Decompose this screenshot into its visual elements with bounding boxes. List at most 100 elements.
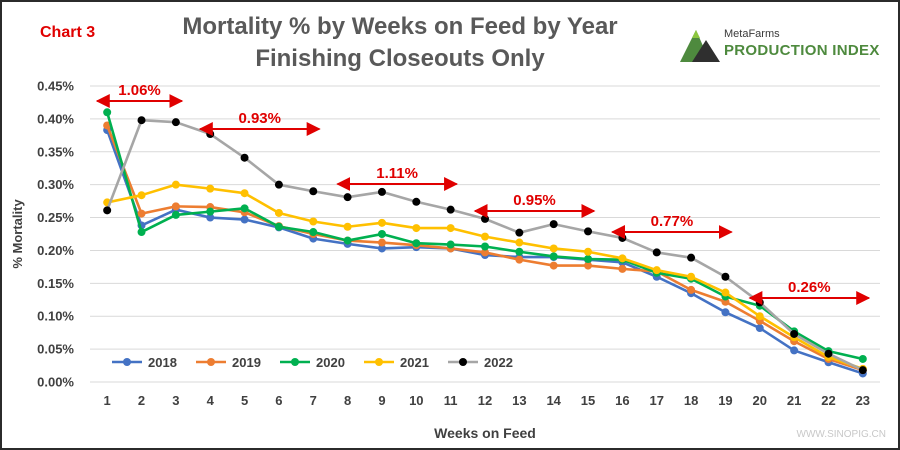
x-tick-label: 12 — [478, 393, 492, 408]
x-tick-label: 2 — [138, 393, 145, 408]
data-point-2020 — [274, 222, 283, 231]
data-point-2019 — [137, 209, 146, 218]
data-point-2022 — [274, 180, 283, 189]
x-tick-label: 20 — [753, 393, 767, 408]
x-tick-label: 8 — [344, 393, 351, 408]
data-point-2022 — [515, 228, 524, 237]
x-tick-label: 9 — [378, 393, 385, 408]
x-tick-label: 16 — [615, 393, 629, 408]
data-point-2020 — [412, 239, 421, 248]
data-point-2019 — [584, 261, 593, 270]
data-point-2018 — [206, 213, 215, 222]
legend-label-2022: 2022 — [484, 355, 513, 370]
series-line-2021 — [106, 183, 864, 371]
annotation-label: 0.95% — [513, 192, 556, 209]
data-point-2022 — [171, 118, 180, 127]
data-point-2021 — [343, 222, 352, 231]
x-tick-label: 22 — [821, 393, 835, 408]
data-point-2021 — [755, 312, 764, 321]
y-tick-label: 0.30% — [37, 177, 74, 192]
data-point-2022 — [240, 153, 249, 162]
data-point-2019 — [377, 238, 386, 247]
chart-number-label: Chart 3 — [40, 24, 96, 41]
legend-label-2019: 2019 — [232, 355, 261, 370]
data-point-2022 — [549, 220, 558, 229]
data-point-2022 — [412, 197, 421, 206]
y-tick-label: 0.20% — [37, 243, 74, 258]
data-point-2019 — [481, 248, 489, 257]
data-point-2021 — [721, 288, 730, 297]
x-tick-label: 11 — [444, 393, 458, 408]
logo-top-text: MetaFarms — [724, 28, 780, 40]
metafarms-logo: MetaFarms PRODUCTION INDEX — [678, 22, 888, 70]
data-point-2019 — [549, 261, 558, 270]
data-point-2020 — [515, 247, 524, 256]
data-point-2021 — [481, 232, 489, 241]
data-point-2022 — [584, 227, 593, 236]
legend-label-2020: 2020 — [316, 355, 345, 370]
annotation-label: 0.77% — [651, 213, 694, 230]
data-point-2018 — [721, 308, 730, 317]
data-point-2021 — [515, 238, 524, 247]
x-tick-label: 14 — [546, 393, 561, 408]
data-point-2019 — [687, 285, 696, 294]
data-point-2019 — [171, 202, 180, 211]
logo-bottom-text: PRODUCTION INDEX — [724, 42, 880, 59]
data-point-2021 — [549, 244, 558, 253]
legend-label-2018: 2018 — [148, 355, 177, 370]
legend-marker-2018 — [123, 358, 131, 366]
y-tick-label: 0.35% — [37, 144, 74, 159]
data-point-2022 — [377, 187, 386, 196]
y-tick-label: 0.15% — [37, 276, 74, 291]
x-tick-label: 7 — [310, 393, 317, 408]
data-point-2022 — [858, 366, 867, 375]
mountain-logo-icon — [680, 30, 720, 62]
data-point-2020 — [171, 210, 180, 219]
x-tick-label: 10 — [409, 393, 423, 408]
annotation-label: 0.26% — [788, 279, 831, 296]
data-point-2019 — [618, 264, 627, 273]
legend-marker-2019 — [207, 358, 215, 366]
data-point-2021 — [309, 217, 318, 226]
x-tick-label: 5 — [241, 393, 248, 408]
data-point-2020 — [343, 236, 352, 245]
x-tick-label: 18 — [684, 393, 698, 408]
data-point-2021 — [618, 254, 627, 263]
x-tick-label: 19 — [718, 393, 732, 408]
data-point-2022 — [103, 206, 112, 215]
x-tick-label: 6 — [275, 393, 282, 408]
x-tick-label: 23 — [856, 393, 870, 408]
data-point-2022 — [652, 248, 661, 257]
chart-title: Mortality % by Weeks on Feed by Year — [182, 13, 618, 40]
data-point-2022 — [790, 329, 799, 338]
data-point-2020 — [206, 207, 215, 216]
data-point-2020 — [481, 242, 489, 251]
x-tick-label: 21 — [787, 393, 801, 408]
annotation-label: 1.11% — [376, 165, 418, 182]
x-tick-label: 3 — [172, 393, 179, 408]
data-point-2021 — [240, 189, 249, 198]
data-point-2021 — [274, 208, 283, 217]
data-point-2021 — [137, 191, 146, 200]
y-tick-label: 0.25% — [37, 210, 74, 225]
data-point-2022 — [618, 233, 627, 242]
data-point-2022 — [687, 253, 696, 262]
y-tick-label: 0.45% — [37, 79, 74, 94]
data-point-2021 — [171, 180, 180, 189]
data-point-2020 — [446, 240, 455, 249]
data-point-2021 — [412, 224, 421, 233]
data-point-2022 — [481, 214, 489, 223]
x-tick-label: 17 — [650, 393, 664, 408]
data-point-2021 — [652, 266, 661, 275]
x-tick-label: 4 — [207, 393, 215, 408]
data-point-2021 — [687, 272, 696, 281]
data-point-2020 — [309, 228, 318, 237]
data-point-2022 — [206, 130, 215, 139]
x-axis-title: Weeks on Feed — [434, 425, 536, 441]
data-point-2021 — [377, 218, 386, 227]
data-point-2018 — [790, 346, 799, 355]
data-point-2018 — [240, 215, 249, 224]
data-point-2022 — [824, 349, 833, 358]
data-point-2020 — [240, 204, 249, 213]
